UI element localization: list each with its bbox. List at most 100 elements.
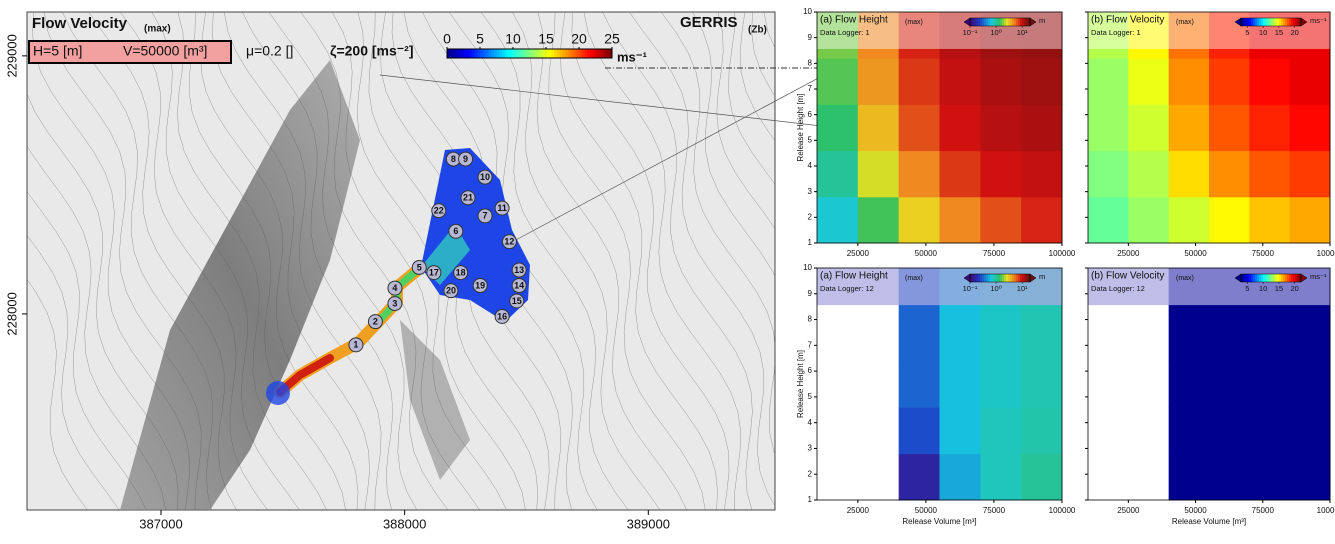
contour-line	[716, 12, 775, 230]
heat-cell	[939, 314, 981, 362]
heat-cell	[1021, 407, 1063, 455]
colorbar-swatch	[1026, 274, 1029, 282]
heat-cell	[1209, 196, 1250, 244]
y-tick-label: 8	[808, 315, 813, 324]
colorbar-swatch	[449, 49, 453, 58]
heat-cell	[1209, 407, 1250, 455]
colorbar-swatch	[570, 49, 574, 58]
colorbar-swatch	[504, 49, 508, 58]
colorbar-swatch	[998, 274, 1001, 282]
panel-title-note: (max)	[1176, 275, 1194, 282]
x-tick-label: 389000	[627, 516, 670, 531]
heat-cell	[1209, 360, 1250, 408]
heat-cell	[1088, 104, 1129, 152]
colorbar-swatch	[1267, 18, 1270, 26]
colorbar-swatch	[510, 49, 514, 58]
colorbar-swatch	[1012, 274, 1015, 282]
y-tick-label: 3	[808, 187, 813, 196]
panel-title: (b) Flow Velocity	[1091, 15, 1164, 26]
heat-cell	[980, 360, 1022, 408]
colorbar-swatch	[1273, 18, 1276, 26]
colorbar-frame	[969, 273, 1031, 283]
colorbar-tick-label: 15	[1275, 284, 1283, 293]
colorbar-swatch	[447, 49, 451, 58]
colorbar-swatch	[1002, 18, 1005, 26]
heat-cell	[1088, 58, 1129, 105]
data-logger-label: 17	[429, 267, 439, 277]
heat-cell	[1088, 196, 1129, 244]
heat-cell	[1209, 58, 1250, 105]
colorbar-swatch	[480, 49, 484, 58]
heat-cell	[857, 104, 900, 152]
colorbar-swatch	[1257, 18, 1260, 26]
heat-cell	[1249, 104, 1291, 152]
contour-line	[27, 145, 166, 510]
colorbar-swatch	[1255, 18, 1258, 26]
colorbar-swatch	[972, 274, 975, 282]
colorbar-unit: ms⁻¹	[617, 49, 647, 64]
heat-cell	[1021, 314, 1063, 362]
colorbar-swatch	[524, 49, 528, 58]
data-logger	[387, 280, 403, 296]
heat-cell	[898, 196, 940, 244]
colorbar-swatch	[590, 49, 594, 58]
colorbar-swatch	[1283, 18, 1286, 26]
colorbar-swatch	[1279, 274, 1282, 282]
y-tick-label: 2	[808, 212, 813, 221]
colorbar-swatch	[1249, 18, 1252, 26]
colorbar-swatch	[1006, 18, 1009, 26]
y-axis-label: Release Height [m]	[796, 93, 805, 161]
panel-title-note: (max)	[1176, 19, 1194, 26]
data-logger	[448, 223, 464, 239]
panel-title: (b) Flow Velocity	[1091, 271, 1164, 282]
colorbar-swatch	[978, 18, 981, 26]
colorbar-swatch	[1245, 274, 1248, 282]
colorbar-swatch	[1251, 274, 1254, 282]
colorbar-swatch	[1018, 274, 1021, 282]
colorbar-frame	[969, 17, 1031, 27]
x-tick-label: 25000	[1117, 249, 1140, 258]
colorbar-swatch	[1028, 18, 1031, 26]
colorbar-tick-label: 15	[1275, 28, 1283, 37]
colorbar-swatch	[982, 18, 985, 26]
heat-cell	[817, 150, 859, 198]
heat-cell	[980, 104, 1022, 152]
colorbar-tick-label: 10⁻¹	[963, 284, 978, 293]
heat-cell	[1289, 150, 1331, 198]
y-tick-label: 4	[808, 161, 813, 170]
heat-cell	[1289, 196, 1331, 244]
colorbar-swatch	[1265, 274, 1268, 282]
heat-cell	[980, 453, 1022, 501]
colorbar-swatch	[1293, 18, 1296, 26]
colorbar-swatch	[982, 274, 985, 282]
colorbar-swatch	[458, 49, 462, 58]
heat-cell	[1168, 104, 1210, 152]
heat-cell	[1128, 150, 1170, 198]
colorbar-swatch	[537, 49, 541, 58]
contour-line	[512, 12, 661, 510]
panel-title-note: (max)	[905, 275, 923, 282]
data-logger	[367, 314, 383, 330]
data-logger-label: 21	[463, 193, 473, 203]
colorbar-swatch	[573, 49, 577, 58]
contour-line	[242, 12, 394, 510]
colorbar-tick-label: 5	[1245, 284, 1249, 293]
contour-line	[268, 12, 418, 510]
colorbar-swatch	[1285, 18, 1288, 26]
heat-cell	[1249, 314, 1291, 362]
colorbar-swatch	[466, 49, 470, 58]
colorbar-tick-label: 10⁰	[990, 28, 1001, 37]
x-axis-label: Release Volume [m³]	[1172, 517, 1246, 526]
contour-line	[692, 12, 775, 278]
colorbar-unit: ms⁻¹	[1310, 272, 1327, 281]
data-logger-label: 4	[392, 283, 397, 293]
colorbar-swatch	[992, 18, 995, 26]
x-tick-label: 100000	[1049, 249, 1076, 258]
data-logger-label: 16	[497, 311, 507, 321]
heat-cell	[898, 104, 940, 152]
contour-line	[27, 191, 147, 510]
colorbar-swatch	[1014, 18, 1017, 26]
colorbar-swatch	[557, 49, 561, 58]
colorbar-swatch	[1281, 18, 1284, 26]
colorbar-swatch	[1251, 18, 1254, 26]
